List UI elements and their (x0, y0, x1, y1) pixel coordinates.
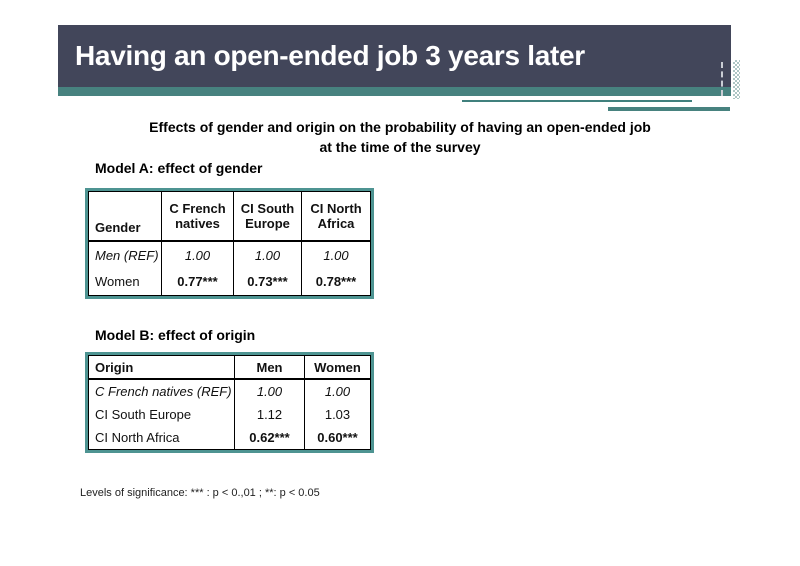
accent-line-lower (608, 107, 730, 111)
model-a-label: Model A: effect of gender (95, 160, 263, 176)
row-label-c-french-natives-ref: C French natives (REF) (88, 379, 235, 403)
row-label-men-ref: Men (REF) (88, 241, 162, 268)
cell-value: 0.62*** (234, 426, 305, 450)
header-women: Women (304, 355, 371, 380)
model-b-header-row: Origin Men Women (88, 355, 371, 380)
header-ci-north-africa: CI North Africa (301, 191, 371, 242)
cell-value: 0.78*** (301, 268, 371, 296)
accent-line-upper (462, 100, 692, 102)
cell-value: 1.03 (304, 403, 371, 426)
header-ci-south-europe: CI South Europe (233, 191, 302, 242)
page-title: Having an open-ended job 3 years later (75, 40, 585, 71)
row-label-ci-north-africa: CI North Africa (88, 426, 235, 450)
row-label-women: Women (88, 268, 162, 296)
header-origin: Origin (88, 355, 235, 380)
model-b-row-south-europe: CI South Europe 1.12 1.03 (88, 403, 371, 426)
cell-value: 1.00 (161, 241, 234, 268)
subtitle-line-2: at the time of the survey (319, 139, 481, 155)
model-b-table: Origin Men Women C French natives (REF) … (85, 352, 374, 453)
slide-subtitle: Effects of gender and origin on the prob… (0, 117, 800, 157)
cell-value: 0.60*** (304, 426, 371, 450)
model-a-row-women: Women 0.77*** 0.73*** 0.78*** (88, 268, 371, 296)
title-banner: Having an open-ended job 3 years later (58, 25, 731, 87)
row-label-ci-south-europe: CI South Europe (88, 403, 235, 426)
header-c-french-natives: C French natives (161, 191, 234, 242)
banner-accent-strip (58, 87, 731, 96)
cell-value: 0.73*** (233, 268, 302, 296)
model-a-header-row: Gender C French natives CI South Europe … (88, 191, 371, 242)
significance-footnote: Levels of significance: *** : p < 0.,01 … (80, 487, 320, 499)
cell-value: 1.00 (233, 241, 302, 268)
model-b-row-north-africa: CI North Africa 0.62*** 0.60*** (88, 426, 371, 450)
cell-value: 1.00 (234, 379, 305, 403)
banner-checker-ornament (733, 60, 740, 99)
model-b-label: Model B: effect of origin (95, 327, 256, 343)
cell-value: 1.00 (304, 379, 371, 403)
subtitle-line-1: Effects of gender and origin on the prob… (149, 119, 651, 135)
model-a-row-men: Men (REF) 1.00 1.00 1.00 (88, 241, 371, 268)
banner-dashed-rule (721, 62, 723, 96)
header-gender: Gender (88, 191, 162, 242)
cell-value: 1.12 (234, 403, 305, 426)
header-men: Men (234, 355, 305, 380)
model-b-row-french-natives: C French natives (REF) 1.00 1.00 (88, 379, 371, 403)
cell-value: 0.77*** (161, 268, 234, 296)
model-a-table: Gender C French natives CI South Europe … (85, 188, 374, 299)
cell-value: 1.00 (301, 241, 371, 268)
